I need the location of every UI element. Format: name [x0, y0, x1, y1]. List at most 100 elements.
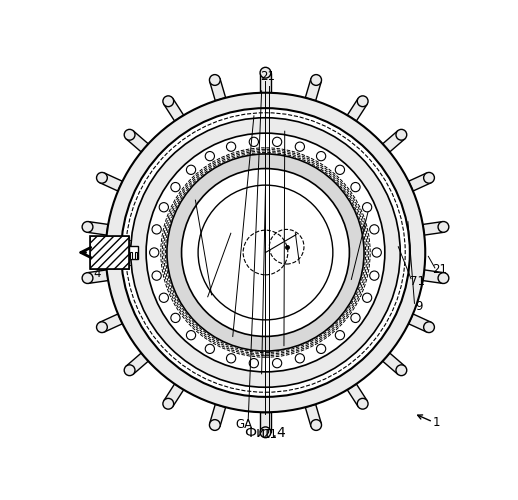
Circle shape: [82, 222, 93, 232]
Circle shape: [82, 272, 93, 283]
Circle shape: [424, 172, 435, 183]
Text: 4: 4: [93, 267, 100, 280]
Circle shape: [295, 142, 305, 152]
Text: 21: 21: [260, 70, 275, 82]
Text: GA: GA: [236, 418, 253, 432]
Circle shape: [370, 271, 379, 280]
Circle shape: [121, 108, 410, 397]
Bar: [90, 236, 129, 268]
Text: 75: 75: [258, 185, 273, 198]
Circle shape: [106, 92, 425, 412]
Circle shape: [167, 154, 364, 351]
Circle shape: [363, 202, 372, 212]
Circle shape: [96, 172, 107, 183]
Circle shape: [205, 152, 214, 161]
Circle shape: [363, 293, 372, 302]
Bar: [90, 236, 129, 268]
Text: 1: 1: [433, 416, 440, 429]
Circle shape: [316, 152, 326, 161]
Circle shape: [335, 165, 344, 174]
Circle shape: [351, 314, 360, 322]
Polygon shape: [305, 78, 321, 100]
Polygon shape: [210, 78, 226, 100]
Text: 3: 3: [210, 243, 219, 258]
Circle shape: [209, 420, 220, 430]
Circle shape: [272, 358, 282, 368]
Circle shape: [186, 330, 196, 340]
Polygon shape: [383, 353, 405, 374]
Polygon shape: [423, 270, 444, 283]
Circle shape: [152, 271, 161, 280]
Circle shape: [205, 344, 214, 354]
Circle shape: [96, 322, 107, 332]
Polygon shape: [87, 270, 108, 283]
Circle shape: [396, 130, 407, 140]
Circle shape: [249, 137, 258, 146]
Text: 21: 21: [432, 264, 447, 276]
Circle shape: [438, 222, 449, 232]
Circle shape: [295, 354, 305, 363]
Circle shape: [198, 185, 333, 320]
Circle shape: [152, 224, 161, 234]
Bar: [129, 246, 138, 258]
Circle shape: [396, 365, 407, 376]
Circle shape: [171, 182, 180, 192]
Circle shape: [163, 398, 174, 409]
Circle shape: [171, 314, 180, 322]
Circle shape: [357, 398, 368, 409]
Polygon shape: [409, 314, 431, 332]
Polygon shape: [126, 353, 148, 374]
Circle shape: [226, 354, 236, 363]
Polygon shape: [164, 98, 183, 121]
Text: 72: 72: [367, 208, 382, 222]
Polygon shape: [305, 404, 321, 426]
Polygon shape: [348, 98, 367, 121]
Text: 5: 5: [300, 260, 308, 274]
Text: 71: 71: [410, 275, 425, 288]
Text: SA: SA: [192, 294, 208, 307]
Polygon shape: [164, 384, 183, 406]
Circle shape: [209, 74, 220, 86]
Circle shape: [124, 365, 135, 376]
Polygon shape: [87, 222, 108, 235]
Text: 75: 75: [279, 344, 294, 357]
Circle shape: [260, 68, 271, 78]
Circle shape: [260, 427, 271, 438]
Polygon shape: [99, 173, 122, 191]
Circle shape: [226, 142, 236, 152]
Circle shape: [335, 330, 344, 340]
Polygon shape: [383, 130, 405, 152]
Circle shape: [316, 344, 326, 354]
Polygon shape: [348, 384, 367, 406]
Polygon shape: [423, 222, 444, 235]
Circle shape: [424, 322, 435, 332]
Circle shape: [163, 96, 174, 106]
Circle shape: [372, 248, 381, 257]
Text: DA: DA: [290, 249, 307, 262]
Circle shape: [357, 96, 368, 106]
Polygon shape: [409, 173, 431, 191]
Polygon shape: [210, 404, 226, 426]
Circle shape: [311, 74, 322, 86]
Text: GI: GI: [227, 334, 239, 347]
Circle shape: [438, 272, 449, 283]
Circle shape: [159, 293, 168, 302]
Circle shape: [351, 182, 360, 192]
Text: Фиг.4: Фиг.4: [244, 426, 286, 440]
Circle shape: [131, 118, 400, 387]
Circle shape: [311, 420, 322, 430]
Circle shape: [150, 248, 159, 257]
Polygon shape: [260, 72, 271, 92]
Circle shape: [272, 137, 282, 146]
Bar: [131, 252, 132, 258]
Circle shape: [186, 165, 196, 174]
Bar: [135, 252, 137, 258]
Circle shape: [249, 358, 258, 368]
Circle shape: [159, 202, 168, 212]
Polygon shape: [99, 314, 122, 332]
Text: 75: 75: [181, 196, 196, 209]
Circle shape: [124, 130, 135, 140]
Circle shape: [181, 168, 350, 336]
Text: 21: 21: [262, 428, 277, 440]
Text: 9: 9: [416, 300, 423, 313]
